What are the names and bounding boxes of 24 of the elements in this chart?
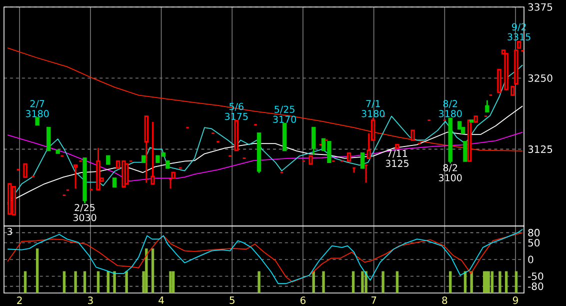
annotation: 2/25 3030 [73, 204, 96, 222]
x-tick-label: 4 [158, 296, 164, 304]
y-tick-label: 80 [528, 228, 540, 236]
y-tick-label: 0 [528, 256, 534, 264]
x-tick-label: 3 [88, 296, 93, 304]
annotation: 2/7 3180 [26, 100, 49, 118]
x-tick-label: 6 [300, 296, 306, 304]
annotation: 8/2 3180 [438, 100, 462, 118]
annotation: 8/2 3100 [438, 164, 462, 182]
y-tick-label: 3250 [528, 74, 552, 82]
x-tick-label: 7 [371, 296, 376, 304]
x-tick-label: 2 [17, 296, 22, 304]
y-tick-label: 3125 [528, 145, 552, 153]
annotation: 3 [7, 228, 12, 236]
y-tick-label: 50 [528, 238, 540, 247]
x-tick-label: 8 [442, 296, 448, 304]
annotation: 5/25 3170 [273, 106, 296, 123]
y-tick-label: -50 [528, 272, 544, 280]
annotation: 7/1 3180 [362, 100, 385, 118]
y-tick-label: 3375 [528, 3, 552, 11]
y-tick-label: -80 [528, 282, 544, 290]
x-tick-label: 9 [512, 296, 518, 304]
annotation: 7/11 3125 [386, 150, 408, 167]
x-tick-label: 5 [230, 296, 234, 304]
